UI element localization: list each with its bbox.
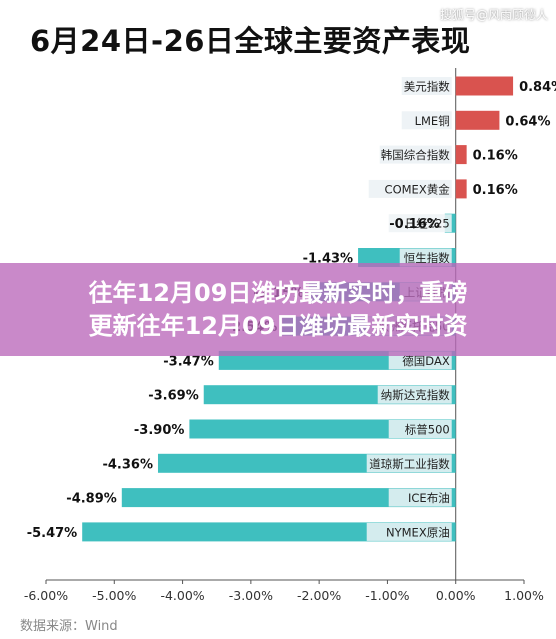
category-label-bg: [366, 522, 452, 541]
bar: [455, 145, 467, 165]
value-label: -1.43%: [303, 252, 354, 267]
bar: [455, 110, 500, 130]
category-label: COMEX黄金: [385, 182, 451, 196]
value-label: -0.16%: [389, 217, 440, 232]
category-label-bg: [388, 214, 452, 233]
x-tick-label: -6.00%: [24, 588, 68, 603]
value-label: -3.47%: [163, 354, 214, 369]
value-label: -4.89%: [66, 492, 117, 507]
category-label: 韩国综合指数: [381, 148, 450, 162]
bar: [121, 488, 456, 508]
value-label: 0.16%: [473, 183, 518, 198]
x-tick-label: -2.00%: [297, 588, 341, 603]
category-label-bg: [388, 488, 452, 507]
bar: [82, 522, 456, 542]
bar: [455, 179, 467, 199]
x-tick-label: -4.00%: [160, 588, 204, 603]
category-label: NYMEX原油: [386, 525, 450, 539]
category-label-bg: [366, 454, 452, 473]
category-label: 纳斯达克指数: [381, 388, 450, 402]
category-label-bg: [401, 77, 452, 95]
source-note: 数据来源：Wind: [20, 619, 118, 634]
category-label-bg: [379, 145, 452, 164]
bar: [455, 76, 514, 96]
category-label-bg: [399, 248, 452, 267]
category-label: 标普500: [405, 423, 450, 437]
value-label: -4.36%: [102, 457, 153, 472]
category-label: ICE布油: [408, 491, 450, 505]
category-label: 美元指数: [404, 80, 450, 94]
category-label: 日经225: [405, 217, 450, 231]
value-label: 0.84%: [519, 80, 556, 95]
chart-title: 6月24日-26日全球主要资产表现: [30, 24, 471, 58]
value-label: -3.90%: [134, 423, 185, 438]
category-label: 恒生指数: [404, 251, 450, 265]
value-label: -5.47%: [27, 526, 78, 541]
value-label: 0.64%: [505, 114, 550, 129]
watermark: 搜狐号@风雨顾德人: [439, 8, 548, 22]
x-tick-label: -3.00%: [229, 588, 273, 603]
category-label-bg: [377, 385, 452, 404]
category-label: LME铜: [415, 114, 450, 128]
category-label-bg: [401, 111, 452, 130]
category-label-bg: [388, 420, 452, 438]
banner-line-2: 更新往年12月09日潍坊最新实时资: [88, 311, 468, 340]
category-label: 道琼斯工业指数: [369, 457, 450, 471]
category-label: 德国DAX: [402, 354, 450, 368]
category-label-bg: [368, 179, 452, 198]
overlay-banner[interactable]: 往年12月09日潍坊最新实时，重磅 更新往年12月09日潍坊最新实时资: [0, 263, 556, 356]
x-tick-label: -1.00%: [365, 588, 409, 603]
x-tick-label: 1.00%: [504, 588, 544, 603]
value-label: 0.16%: [473, 149, 518, 164]
x-tick-label: -5.00%: [92, 588, 136, 603]
x-tick-label: 0.00%: [436, 588, 476, 603]
value-label: -3.69%: [148, 389, 199, 404]
banner-line-1: 往年12月09日潍坊最新实时，重磅: [88, 278, 468, 307]
